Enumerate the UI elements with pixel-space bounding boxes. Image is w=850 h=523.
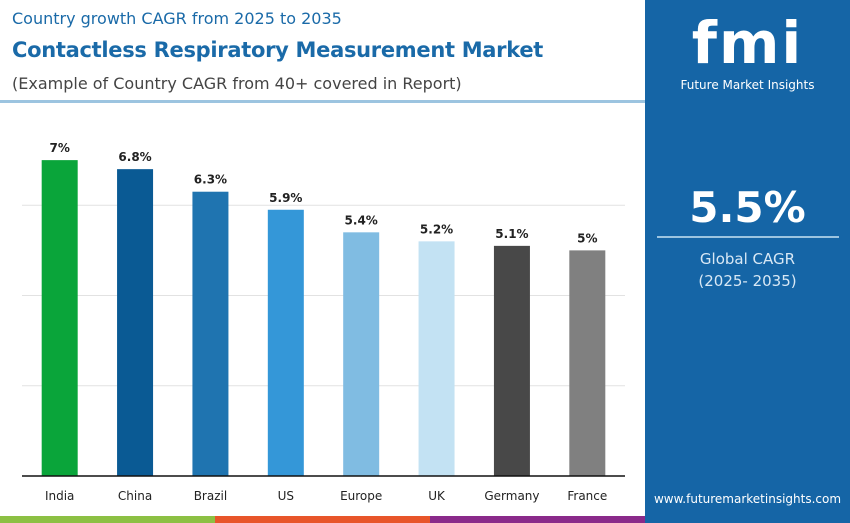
chart-panel: Country growth CAGR from 2025 to 2035 Co… [0, 9, 645, 503]
footer-stripe-purple [430, 516, 645, 523]
footer-stripe-green [0, 516, 215, 523]
logo-mark: fmi [691, 9, 804, 77]
x-tick-label: Germany [484, 489, 539, 503]
fmi-logo: fmi Future Market Insights [665, 8, 830, 98]
data-label: 6.3% [194, 173, 227, 187]
global-cagr-value: 5.5% [689, 183, 806, 232]
bar-us [267, 209, 304, 476]
chart-title: Contactless Respiratory Measurement Mark… [12, 38, 544, 62]
global-cagr-label: Global CAGR (2025- 2035) [645, 248, 850, 292]
data-label: 5.2% [420, 222, 453, 236]
x-tick-label: Brazil [194, 489, 228, 503]
footer-stripe-orange [215, 516, 430, 523]
brand-panel: fmi Future Market Insights 5.5% Global C… [645, 0, 850, 523]
x-tick-label: India [45, 489, 74, 503]
bar-uk [418, 241, 455, 476]
chart-note: (Example of Country CAGR from 40+ covere… [12, 74, 462, 93]
data-label: 5% [577, 231, 597, 245]
x-tick-label: China [118, 489, 152, 503]
bar-europe [343, 232, 380, 476]
data-label: 6.8% [118, 150, 151, 164]
data-label: 5.1% [495, 227, 528, 241]
website-link[interactable]: www.futuremarketinsights.com [653, 492, 842, 506]
global-cagr-period: (2025- 2035) [698, 272, 797, 290]
x-tick-label: US [278, 489, 294, 503]
x-tick-label: Europe [340, 489, 382, 503]
header-divider [0, 100, 645, 103]
bar-france [569, 250, 606, 476]
stat-divider [657, 236, 839, 238]
bar-chart: 7% India 6.8% China 6.3% Brazil 5.9% US 5.4% Euro… [22, 141, 625, 503]
data-label: 7% [50, 141, 70, 155]
bar-brazil [192, 191, 229, 476]
x-tick-label: UK [428, 489, 446, 503]
data-label: 5.9% [269, 191, 302, 205]
data-label: 5.4% [345, 213, 378, 227]
bar-india [41, 160, 78, 476]
bar-germany [493, 245, 530, 476]
logo-name: Future Market Insights [680, 78, 815, 92]
bar-china [117, 169, 154, 476]
global-cagr-text: Global CAGR [699, 250, 796, 268]
chart-subtitle: Country growth CAGR from 2025 to 2035 [12, 9, 342, 28]
x-tick-label: France [567, 489, 607, 503]
